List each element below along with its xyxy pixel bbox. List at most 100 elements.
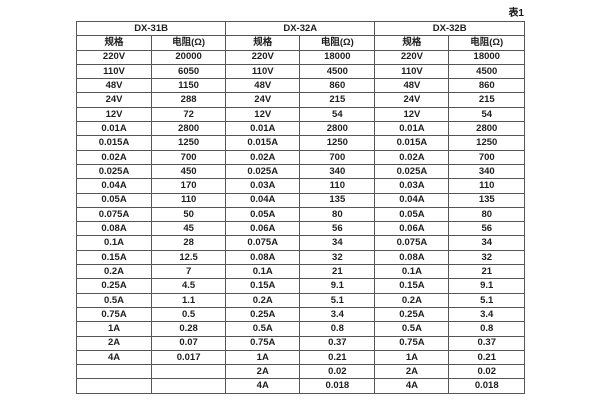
group-header-cell: DX-31B — [75, 20, 227, 37]
spec-cell: 0.08A — [225, 249, 301, 266]
spec-cell: 0.25A — [75, 278, 153, 294]
resistance-cell: 80 — [299, 206, 376, 223]
spec-cell: 0.2A — [225, 292, 301, 308]
resistance-cell: 860 — [448, 78, 525, 94]
table-row: 12V 72 12V 54 12V 54 — [75, 106, 525, 123]
resistance-cell: 340 — [448, 163, 525, 180]
spec-cell: 110V — [225, 63, 301, 80]
resistance-cell: 0.37 — [448, 335, 525, 351]
table-row: 1A 0.28 0.5A 0.8 0.5A 0.8 — [75, 321, 525, 337]
resistance-cell: 110 — [151, 192, 227, 208]
resistance-cell: 9.1 — [299, 278, 376, 294]
spec-cell: 24V — [374, 92, 450, 108]
resistance-cell: 0.28 — [151, 321, 227, 337]
spec-cell: 0.015A — [374, 135, 450, 151]
spec-cell: 0.01A — [225, 121, 301, 137]
resistance-cell: 700 — [151, 149, 227, 165]
table-row: 0.08A 45 0.06A 56 0.06A 56 — [75, 221, 525, 237]
spec-cell: 0.03A — [374, 178, 450, 194]
spec-cell: 1A — [225, 349, 301, 366]
resistance-cell: 0.07 — [151, 335, 227, 351]
spec-cell: 24V — [75, 92, 153, 108]
resistance-cell: 20000 — [151, 49, 227, 65]
resistance-cell: 0.018 — [299, 378, 376, 394]
resistance-cell: 1250 — [299, 135, 376, 151]
spec-cell: 48V — [374, 78, 450, 94]
resistance-cell: 32 — [299, 249, 376, 266]
resistance-cell — [151, 378, 227, 394]
spec-cell: 0.1A — [225, 264, 301, 280]
spec-cell: 2A — [374, 364, 450, 380]
resistance-cell: 34 — [448, 235, 525, 251]
spec-cell: 220V — [374, 49, 450, 65]
resistance-cell: 215 — [448, 92, 525, 108]
resistance-cell: 32 — [448, 249, 525, 266]
resistance-cell: 56 — [448, 221, 525, 237]
spec-cell: 220V — [225, 49, 301, 65]
resistance-cell: 0.21 — [448, 349, 525, 366]
spec-cell: 2A — [75, 335, 153, 351]
resistance-cell: 3.4 — [448, 306, 525, 323]
table-row: 0.04A 170 0.03A 110 0.03A 110 — [75, 178, 525, 194]
group-header-cell: DX-32B — [374, 20, 525, 37]
resistance-cell: 340 — [299, 163, 376, 180]
spec-cell: 12V — [225, 106, 301, 123]
spec-cell: 0.1A — [374, 264, 450, 280]
spec-cell: 0.04A — [75, 178, 153, 194]
spec-cell: 0.5A — [225, 321, 301, 337]
resistance-cell: 2800 — [151, 121, 227, 137]
spec-cell: 0.15A — [225, 278, 301, 294]
spec-cell: 0.15A — [75, 249, 153, 266]
resistance-cell: 9.1 — [448, 278, 525, 294]
resistance-cell: 6050 — [151, 63, 227, 80]
group-header-row: DX-31B DX-32A DX-32B — [75, 20, 525, 37]
resistance-cell: 860 — [299, 78, 376, 94]
resistance-cell: 18000 — [299, 49, 376, 65]
spec-cell: 0.2A — [75, 264, 153, 280]
resistance-cell: 3.4 — [299, 306, 376, 323]
spec-cell: 0.2A — [374, 292, 450, 308]
spec-cell: 220V — [75, 49, 153, 65]
spec-cell: 0.04A — [225, 192, 301, 208]
group-header-cell: DX-32A — [225, 20, 376, 37]
resistance-cell: 7 — [151, 264, 227, 280]
table-row: 0.05A 110 0.04A 135 0.04A 135 — [75, 192, 525, 208]
spec-cell: 0.05A — [374, 206, 450, 223]
resistance-cell: 0.21 — [299, 349, 376, 366]
spec-cell: 0.025A — [225, 163, 301, 180]
table-row: 0.075A 50 0.05A 80 0.05A 80 — [75, 206, 525, 223]
spec-cell: 0.06A — [374, 221, 450, 237]
spec-table: DX-31B DX-32A DX-32B 规格 电阻(Ω) 规格 电阻(Ω) 规格 电阻(Ω) 2… — [75, 20, 525, 394]
resistance-cell: 110 — [299, 178, 376, 194]
spec-cell: 0.05A — [225, 206, 301, 223]
table-row: 4A 0.018 4A 0.018 — [75, 378, 525, 394]
spec-cell: 0.015A — [75, 135, 153, 151]
spec-cell — [75, 378, 153, 394]
resistance-cell: 0.37 — [299, 335, 376, 351]
resistance-cell: 0.8 — [448, 321, 525, 337]
resistance-cell: 700 — [299, 149, 376, 165]
resistance-col-header: 电阻(Ω) — [299, 35, 376, 51]
spec-cell: 24V — [225, 92, 301, 108]
table-row: 0.025A 450 0.025A 340 0.025A 340 — [75, 163, 525, 180]
spec-cell: 4A — [225, 378, 301, 394]
resistance-cell: 1250 — [151, 135, 227, 151]
resistance-cell: 72 — [151, 106, 227, 123]
spec-cell: 0.1A — [75, 235, 153, 251]
spec-col-header: 规格 — [374, 35, 450, 51]
spec-cell: 0.075A — [374, 235, 450, 251]
spec-cell: 4A — [374, 378, 450, 394]
spec-cell: 0.03A — [225, 178, 301, 194]
spec-cell: 0.25A — [225, 306, 301, 323]
resistance-cell: 21 — [299, 264, 376, 280]
spec-cell: 1A — [374, 349, 450, 366]
table-row: 0.1A 28 0.075A 34 0.075A 34 — [75, 235, 525, 251]
resistance-cell: 110 — [448, 178, 525, 194]
spec-cell: 0.075A — [75, 206, 153, 223]
spec-cell: 0.04A — [374, 192, 450, 208]
spec-cell: 0.02A — [225, 149, 301, 165]
resistance-cell: 18000 — [448, 49, 525, 65]
spec-cell: 12V — [75, 106, 153, 123]
resistance-cell: 5.1 — [448, 292, 525, 308]
